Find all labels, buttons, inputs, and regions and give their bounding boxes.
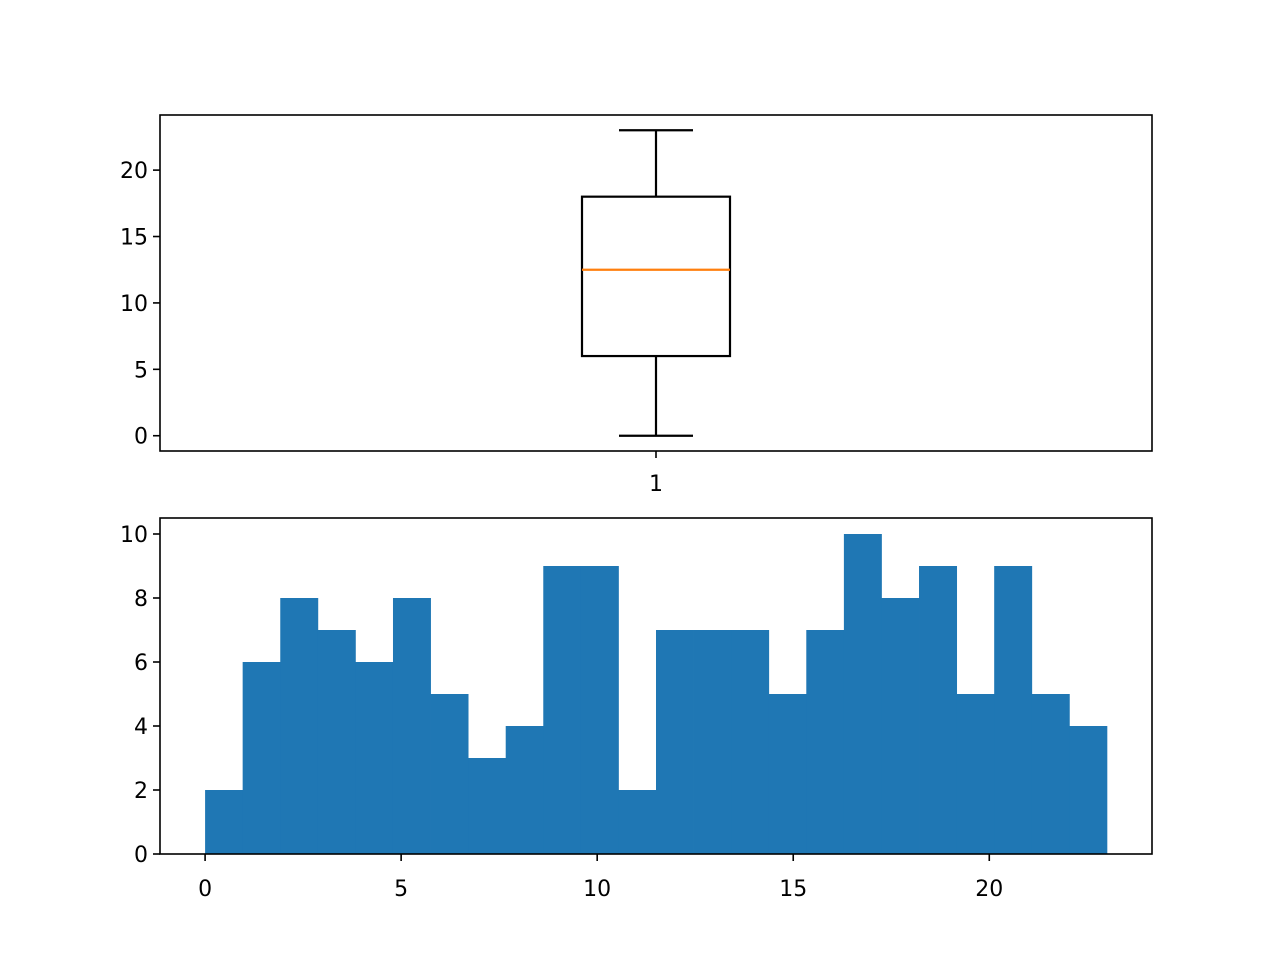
y-tick-label: 0 xyxy=(134,425,148,450)
x-tick-label: 1 xyxy=(649,472,663,497)
histogram-x-axis: 0 5 10 15 20 xyxy=(198,854,1003,902)
histogram-bar xyxy=(994,566,1033,854)
y-tick-label: 6 xyxy=(134,651,148,676)
histogram-bar xyxy=(317,630,356,854)
histogram-bar xyxy=(543,566,582,854)
y-tick-label: 8 xyxy=(134,587,148,612)
box-iqr xyxy=(580,195,732,358)
histogram-bar xyxy=(355,662,394,854)
histogram-bar xyxy=(430,694,469,854)
histogram-bar xyxy=(205,790,244,854)
histogram-bar xyxy=(468,758,507,854)
histogram-y-axis: 0 2 4 6 8 10 xyxy=(120,523,160,868)
histogram-bar xyxy=(693,630,732,854)
boxplot-x-axis: 1 xyxy=(649,451,663,497)
histogram-bar xyxy=(881,598,920,854)
histogram-bars xyxy=(205,534,1108,854)
histogram-axes-frame xyxy=(159,517,1153,855)
histogram-bar xyxy=(956,694,995,854)
y-tick-label: 20 xyxy=(120,159,148,184)
histogram-bar xyxy=(242,662,281,854)
histogram-bar xyxy=(806,630,845,854)
histogram-bar xyxy=(768,694,807,854)
histogram-bar xyxy=(656,630,694,854)
x-tick-label: 20 xyxy=(975,877,1003,902)
boxplot-panel: 0 5 10 15 20 1 xyxy=(120,114,1153,497)
histogram-bar xyxy=(280,598,319,854)
boxplot-y-axis: 0 5 10 15 20 xyxy=(120,159,160,450)
histogram-bar xyxy=(919,566,958,854)
histogram-bar xyxy=(731,630,770,854)
y-tick-label: 5 xyxy=(134,358,148,383)
boxplot-marks xyxy=(580,129,732,437)
histogram-bar xyxy=(505,726,544,854)
y-tick-label: 15 xyxy=(120,226,148,251)
histogram-bar xyxy=(618,790,657,854)
x-tick-label: 0 xyxy=(198,877,212,902)
x-tick-label: 10 xyxy=(583,877,611,902)
y-tick-label: 4 xyxy=(134,715,148,740)
x-tick-label: 15 xyxy=(779,877,807,902)
x-tick-label: 5 xyxy=(394,877,408,902)
histogram-bar xyxy=(843,534,882,854)
y-tick-label: 10 xyxy=(120,292,148,317)
histogram-bar xyxy=(1031,694,1070,854)
y-tick-label: 0 xyxy=(134,843,148,868)
histogram-bar xyxy=(580,566,619,854)
boxplot-axes-frame xyxy=(159,114,1153,452)
y-tick-label: 2 xyxy=(134,779,148,804)
histogram-bar xyxy=(1069,726,1108,854)
histogram-panel: 0 2 4 6 8 10 0 5 10 15 20 xyxy=(120,517,1153,902)
y-tick-label: 10 xyxy=(120,523,148,548)
histogram-bar xyxy=(392,598,431,854)
